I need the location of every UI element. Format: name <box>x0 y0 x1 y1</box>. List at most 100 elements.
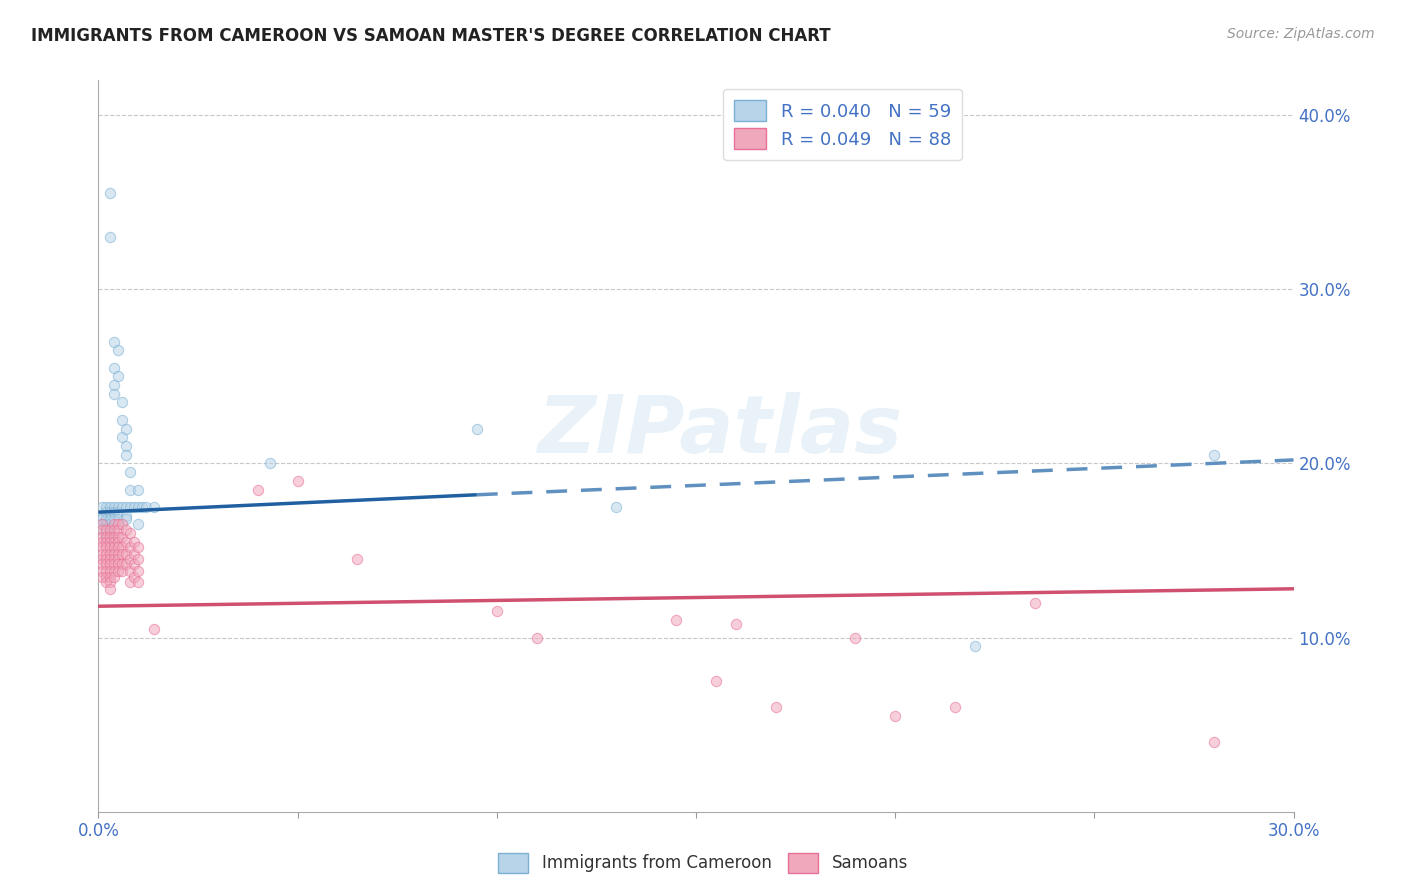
Point <box>124 534 146 549</box>
Point <box>127 565 149 579</box>
Point <box>103 512 125 526</box>
Point <box>103 530 125 544</box>
Point <box>98 558 122 572</box>
Point <box>96 534 118 549</box>
Point <box>115 512 138 526</box>
Point <box>111 540 134 554</box>
Point <box>1024 596 1046 610</box>
Text: IMMIGRANTS FROM CAMEROON VS SAMOAN MASTER'S DEGREE CORRELATION CHART: IMMIGRANTS FROM CAMEROON VS SAMOAN MASTE… <box>31 27 831 45</box>
Point <box>963 640 986 654</box>
Point <box>98 521 122 535</box>
Point <box>115 508 138 523</box>
Point <box>120 540 142 554</box>
Point <box>259 457 281 471</box>
Point <box>96 512 118 526</box>
Point <box>107 512 129 526</box>
Point <box>465 421 488 435</box>
Point <box>127 500 149 514</box>
Point <box>605 500 627 514</box>
Point <box>1202 735 1225 749</box>
Point <box>96 500 118 514</box>
Point <box>96 552 118 566</box>
Point <box>115 534 138 549</box>
Point <box>98 530 122 544</box>
Point <box>107 369 129 384</box>
Point <box>96 523 118 537</box>
Point <box>98 534 122 549</box>
Point <box>91 565 114 579</box>
Point <box>98 530 122 544</box>
Point <box>103 517 125 532</box>
Point <box>115 500 138 514</box>
Point <box>103 334 125 349</box>
Point <box>107 547 129 561</box>
Point <box>107 558 129 572</box>
Point <box>724 616 747 631</box>
Point <box>96 530 118 544</box>
Point <box>107 505 129 519</box>
Point <box>143 500 166 514</box>
Point <box>98 547 122 561</box>
Point <box>246 483 269 497</box>
Point <box>98 574 122 589</box>
Point <box>765 700 787 714</box>
Point <box>98 186 122 201</box>
Point <box>127 540 149 554</box>
Point <box>98 505 122 519</box>
Point <box>107 534 129 549</box>
Point <box>485 604 508 618</box>
Point <box>103 505 125 519</box>
Point <box>127 552 149 566</box>
Point <box>943 700 966 714</box>
Point <box>98 523 122 537</box>
Point <box>107 500 129 514</box>
Point <box>91 530 114 544</box>
Point <box>98 569 122 583</box>
Point <box>103 534 125 549</box>
Point <box>115 421 138 435</box>
Point <box>91 508 114 523</box>
Point <box>96 505 118 519</box>
Point <box>124 569 146 583</box>
Point <box>115 558 138 572</box>
Text: ZIPatlas: ZIPatlas <box>537 392 903 470</box>
Point <box>120 574 142 589</box>
Point <box>120 500 142 514</box>
Point <box>127 574 149 589</box>
Point <box>96 565 118 579</box>
Point <box>120 565 142 579</box>
Point <box>98 540 122 554</box>
Point <box>91 569 114 583</box>
Point <box>107 530 129 544</box>
Point <box>98 512 122 526</box>
Point <box>96 547 118 561</box>
Point <box>111 430 134 444</box>
Point <box>127 483 149 497</box>
Point <box>115 448 138 462</box>
Point <box>96 517 118 532</box>
Point <box>98 517 122 532</box>
Point <box>96 521 118 535</box>
Point <box>111 500 134 514</box>
Text: Source: ZipAtlas.com: Source: ZipAtlas.com <box>1227 27 1375 41</box>
Point <box>107 517 129 532</box>
Legend: R = 0.040   N = 59, R = 0.049   N = 88: R = 0.040 N = 59, R = 0.049 N = 88 <box>723 89 962 160</box>
Point <box>103 552 125 566</box>
Point <box>1202 448 1225 462</box>
Point <box>91 552 114 566</box>
Point <box>107 343 129 358</box>
Point <box>98 565 122 579</box>
Point <box>103 500 125 514</box>
Point <box>115 547 138 561</box>
Point <box>131 500 153 514</box>
Point <box>120 552 142 566</box>
Point <box>127 517 149 532</box>
Point <box>91 547 114 561</box>
Point <box>665 613 688 627</box>
Point <box>91 517 114 532</box>
Point <box>124 500 146 514</box>
Point <box>135 500 157 514</box>
Point <box>115 523 138 537</box>
Point <box>111 547 134 561</box>
Point <box>884 709 907 723</box>
